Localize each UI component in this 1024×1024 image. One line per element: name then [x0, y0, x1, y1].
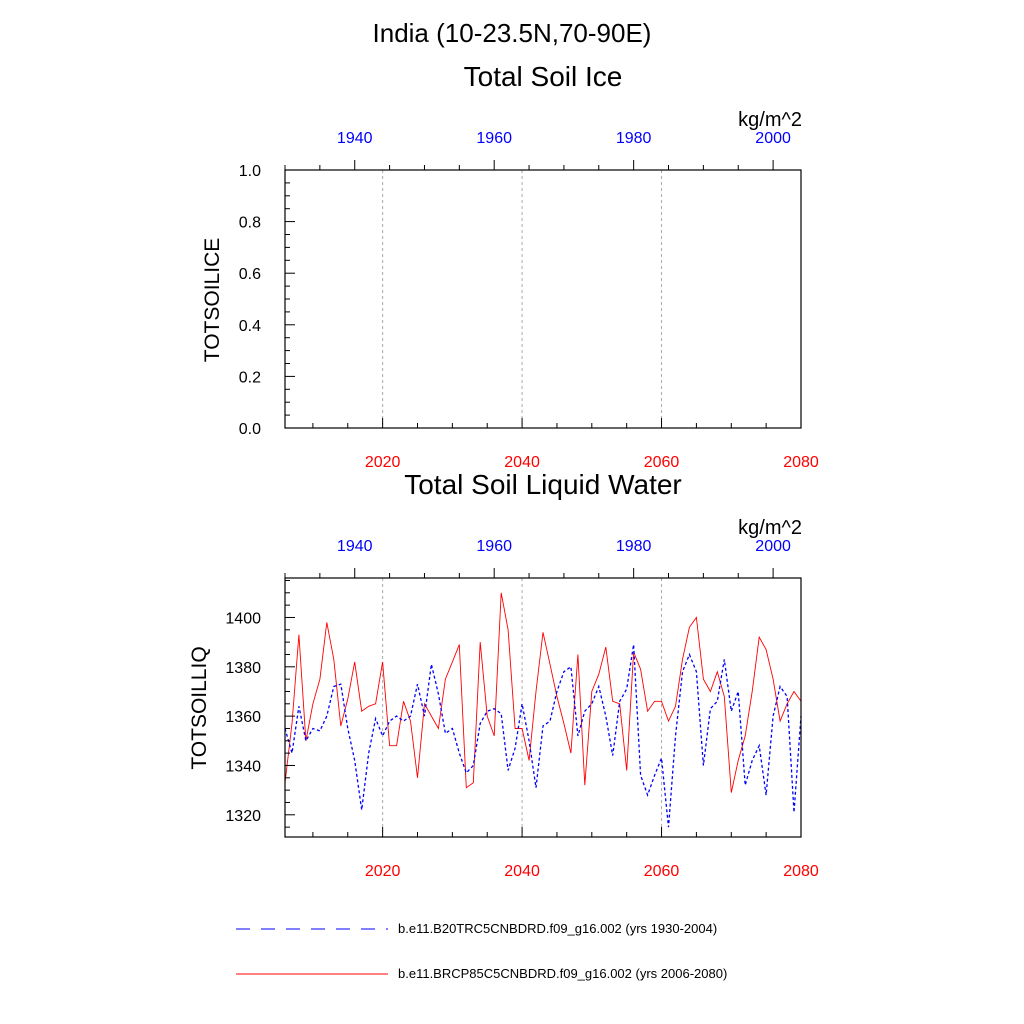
soil-liquid-title: Total Soil Liquid Water	[404, 469, 682, 500]
y-axis-tick-label: 1340	[225, 758, 261, 775]
soil-ice-title: Total Soil Ice	[464, 61, 623, 92]
soil-liquid-units: kg/m^2	[738, 517, 802, 539]
soil-ice-ylabel: TOTSOILICE	[201, 238, 224, 362]
soil-ice-ticks: 2020 2040 2060 2080 1940 1960 1980 2000 0.0 0.2 0.…	[239, 130, 819, 471]
bottom-axis-tick-label: 2060	[644, 454, 680, 471]
soil-liquid-ticks: 2020 2040 2060 2080 1940 1960 1980 2000 1320 1340…	[225, 538, 818, 880]
y-axis-tick-label: 1.0	[239, 163, 261, 180]
soil-liquid-panel: Total Soil Liquid Water kg/m^2 TOTSOILLI…	[188, 469, 819, 880]
y-axis-tick-label: 1360	[225, 709, 261, 726]
bottom-axis-tick-label: 2020	[365, 863, 401, 880]
y-axis-tick-label: 0.8	[239, 215, 261, 232]
bottom-axis-tick-label: 2040	[504, 454, 540, 471]
top-axis-tick-label: 1960	[476, 538, 512, 555]
figure-title: India (10-23.5N,70-90E)	[373, 18, 652, 48]
bottom-axis-tick-label: 2080	[783, 863, 819, 880]
bottom-axis-tick-label: 2080	[783, 454, 819, 471]
future-series-line	[284, 592, 802, 793]
soil-liquid-ylabel: TOTSOILLIQ	[188, 646, 211, 769]
y-axis-tick-label: 0.4	[239, 318, 261, 335]
top-axis-tick-label: 1980	[616, 130, 652, 147]
bottom-axis-tick-label: 2020	[365, 454, 401, 471]
bottom-axis-tick-label: 2060	[644, 863, 680, 880]
top-axis-tick-label: 1980	[616, 538, 652, 555]
y-axis-tick-label: 0.0	[239, 421, 261, 438]
top-axis-tick-label: 1940	[337, 130, 373, 147]
soil-liquid-gridlines	[382, 578, 663, 837]
soil-ice-plot-frame	[284, 169, 802, 429]
legend: b.e11.B20TRC5CNBDRD.f09_g16.002 (yrs 193…	[236, 921, 727, 981]
soil-ice-units: kg/m^2	[738, 109, 802, 131]
top-axis-tick-label: 2000	[755, 538, 791, 555]
soil-liquid-plot-frame	[284, 577, 802, 838]
y-axis-tick-label: 1380	[225, 660, 261, 677]
historical-series-line	[284, 644, 802, 828]
y-axis-tick-label: 1320	[225, 808, 261, 825]
legend-label-historical: b.e11.B20TRC5CNBDRD.f09_g16.002 (yrs 193…	[398, 921, 717, 936]
top-axis-tick-label: 1960	[476, 130, 512, 147]
bottom-axis-tick-label: 2040	[504, 863, 540, 880]
soil-liquid-series	[284, 592, 802, 828]
y-axis-tick-label: 0.2	[239, 369, 261, 386]
legend-label-future: b.e11.BRCP85C5CNBDRD.f09_g16.002 (yrs 20…	[398, 966, 727, 981]
soil-ice-panel: Total Soil Ice kg/m^2 TOTSOILICE 2020 204…	[201, 61, 819, 471]
soil-ice-gridlines	[382, 170, 663, 428]
y-axis-tick-label: 0.6	[239, 266, 261, 283]
y-axis-tick-label: 1400	[225, 610, 261, 627]
top-axis-tick-label: 2000	[755, 130, 791, 147]
top-axis-tick-label: 1940	[337, 538, 373, 555]
